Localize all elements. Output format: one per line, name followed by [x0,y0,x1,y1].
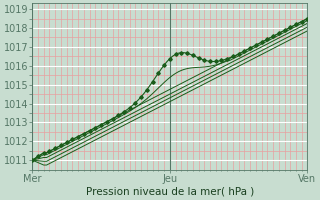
X-axis label: Pression niveau de la mer( hPa ): Pression niveau de la mer( hPa ) [86,187,254,197]
